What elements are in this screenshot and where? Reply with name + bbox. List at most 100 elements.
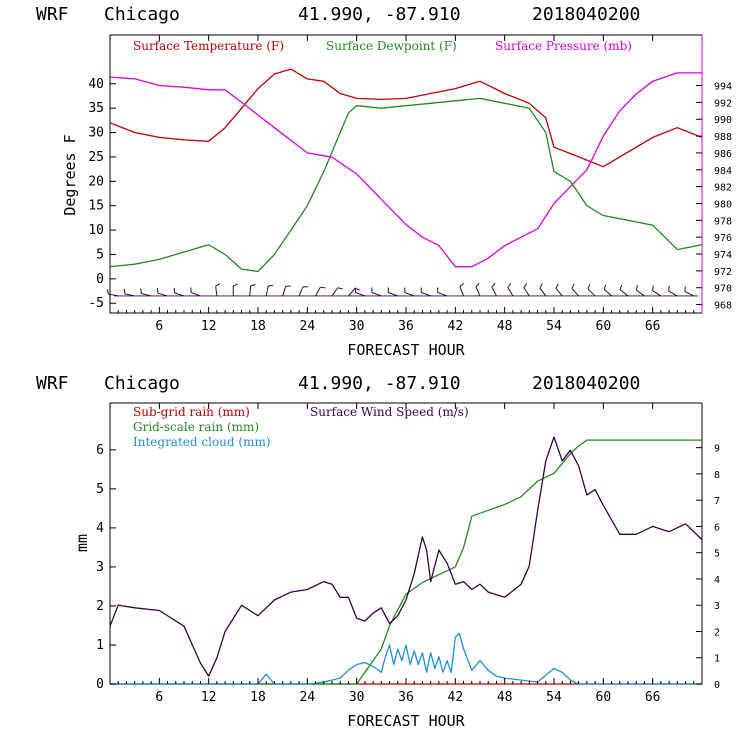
- header-station-2: Chicago: [104, 373, 180, 394]
- wind-barb: [475, 282, 481, 297]
- y2-tick-label: 994: [714, 82, 732, 93]
- x-axis-label: FORECAST HOUR: [347, 341, 465, 359]
- y-tick-label: -5: [88, 296, 104, 311]
- wind-barb: [315, 286, 326, 297]
- wind-barb: [232, 283, 238, 296]
- x-tick-label: 42: [448, 319, 464, 334]
- y-tick-label: 6: [96, 443, 104, 458]
- y2-tick-label: 5: [714, 549, 720, 560]
- y-tick-label: 0: [96, 677, 104, 692]
- wind-barb: [331, 287, 343, 297]
- wind-barb: [555, 283, 563, 297]
- y2-tick-label: 1: [714, 654, 720, 665]
- x-tick-label: 36: [398, 319, 414, 334]
- y2-tick-label: 9: [714, 444, 720, 455]
- header-init-time-2: 2018040200: [532, 373, 640, 394]
- wind-barb: [668, 285, 678, 297]
- y2-tick-label: 974: [714, 250, 732, 261]
- x-tick-label: 48: [497, 690, 513, 705]
- wind-barb: [265, 284, 274, 297]
- legend: Surface Temperature (F) Surface Dewpoint…: [133, 39, 632, 53]
- y2-tick-label: 976: [714, 233, 732, 244]
- panel-temperature: 6 12 18 24 30 36 42 48 54 60 66 -5 0 5 10 15 20 25 30 35 40 9…: [61, 34, 732, 359]
- header-top: WRF Chicago 41.990, -87.910 2018040200: [36, 4, 640, 25]
- y2-tick-label: 972: [714, 267, 732, 278]
- wind-barb: [619, 284, 629, 297]
- legend-dewpoint: Surface Dewpoint (F): [326, 39, 457, 53]
- y2-tick-label: 984: [714, 166, 732, 177]
- y2-tick-label: 4: [714, 575, 720, 586]
- wind-barb: [249, 284, 256, 296]
- x-tick-label: 18: [250, 690, 266, 705]
- x-tick-label: 42: [448, 690, 464, 705]
- x-tick-label: 6: [155, 319, 163, 334]
- y-tick-label: 35: [88, 101, 104, 116]
- wind-barb: [298, 286, 309, 297]
- series-line-grid-rain: [110, 439, 702, 685]
- wind-barb: [587, 284, 596, 297]
- y-tick-label: 10: [88, 223, 104, 238]
- y-tick-label: 5: [96, 247, 104, 262]
- y2-tick-label: 8: [714, 470, 720, 481]
- header-coords-2: 41.990, -87.910: [298, 373, 461, 394]
- wind-barb: [459, 282, 465, 297]
- y-tick-label: 25: [88, 150, 104, 165]
- legend-temperature: Surface Temperature (F): [133, 39, 284, 53]
- y2-tick-label: 6: [714, 522, 720, 533]
- x-tick-label: 24: [300, 690, 316, 705]
- x-tick-label: 30: [349, 319, 365, 334]
- header-model-2: WRF: [36, 373, 69, 394]
- wind-barb: [603, 284, 612, 297]
- y-tick-label: 20: [88, 174, 104, 189]
- y-tick-label: 1: [96, 638, 104, 653]
- y-tick-label: 30: [88, 126, 104, 141]
- header-station: Chicago: [104, 4, 180, 25]
- wind-barb: [282, 285, 291, 297]
- x-tick-label: 18: [250, 319, 266, 334]
- wind-barb: [651, 285, 662, 297]
- legend-wind-speed: Surface Wind Speed (m/s): [310, 405, 469, 419]
- wind-barb: [635, 285, 645, 297]
- wind-barb: [215, 283, 221, 296]
- y2-tick-label: 986: [714, 149, 732, 160]
- series-line-temperature: [109, 68, 703, 168]
- y-tick-label: 15: [88, 199, 104, 214]
- wind-barb: [354, 287, 366, 297]
- wind-barb: [173, 287, 185, 297]
- y-tick-label: 5: [96, 482, 104, 497]
- y2-tick-label: 7: [714, 496, 720, 507]
- y-axis-label: Degrees F: [61, 134, 79, 215]
- y2-tick-label: 2: [714, 627, 720, 638]
- y2-tick-label: 990: [714, 115, 732, 126]
- header-bottom: WRF Chicago 41.990, -87.910 2018040200: [36, 373, 640, 394]
- x-axis-label-2: FORECAST HOUR: [347, 712, 465, 730]
- wind-barb: [539, 283, 547, 297]
- y2-tick-label: 3: [714, 601, 720, 612]
- x-tick-label: 66: [645, 690, 661, 705]
- y2-tick-label: 982: [714, 183, 732, 194]
- wind-barb: [491, 282, 497, 297]
- y2-tick-label: 980: [714, 199, 732, 210]
- y2-tick-label: 968: [714, 301, 732, 312]
- wind-barb: [404, 287, 415, 297]
- y2-tick-label: 0: [714, 680, 720, 691]
- legend-grid-rain: Grid-scale rain (mm): [133, 420, 259, 434]
- series-line-dewpoint: [109, 97, 703, 273]
- wind-barb: [420, 287, 431, 297]
- wind-barb: [140, 288, 152, 297]
- y2-tick-label: 970: [714, 284, 732, 295]
- legend-pressure: Surface Pressure (mb): [495, 39, 632, 53]
- x-tick-label: 36: [398, 690, 414, 705]
- x-tick-label: 6: [155, 690, 163, 705]
- wind-barb: [371, 287, 382, 297]
- header-model: WRF: [36, 4, 69, 25]
- y-tick-label: 3: [96, 560, 104, 575]
- legend-subgrid-rain: Sub-grid rain (mm): [133, 405, 250, 419]
- y-tick-label: 0: [96, 272, 104, 287]
- header-init-time: 2018040200: [532, 4, 640, 25]
- wind-barb: [437, 287, 448, 297]
- y2-tick-label: 988: [714, 132, 732, 143]
- wind-barbs: [106, 282, 698, 297]
- x-tick-label: 24: [300, 319, 316, 334]
